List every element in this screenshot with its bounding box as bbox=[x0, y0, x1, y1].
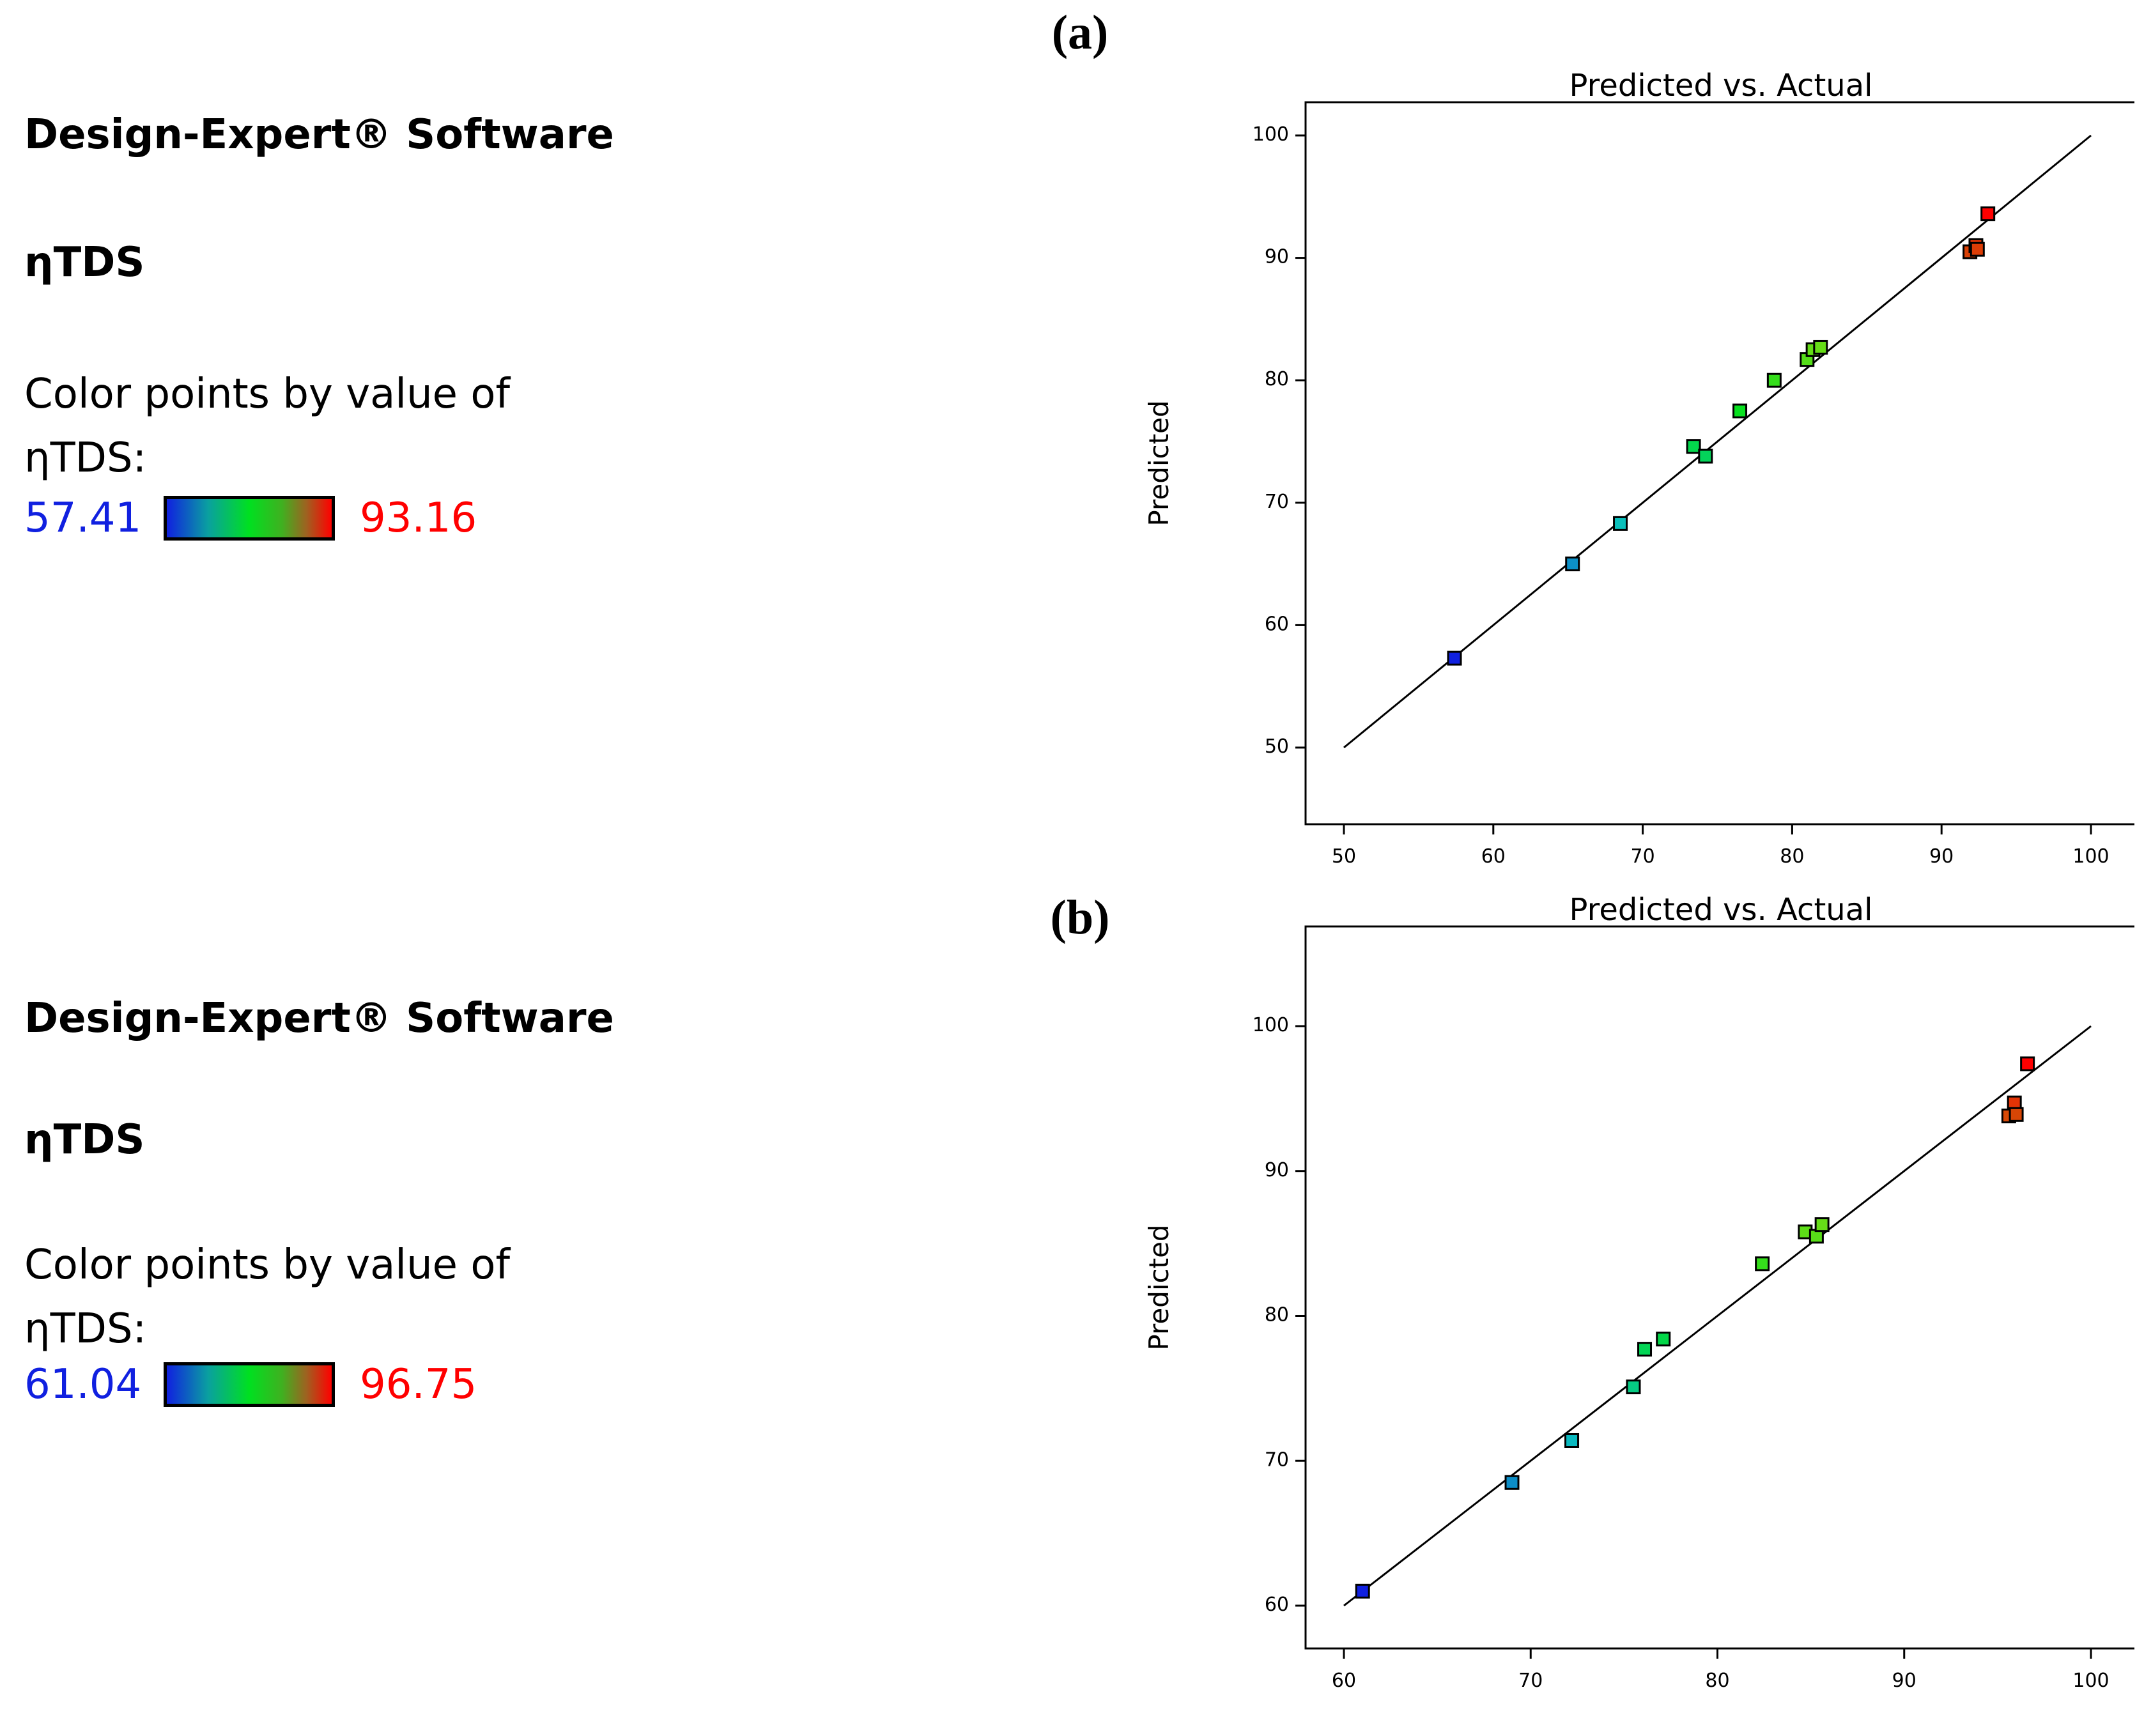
x-tick-label: 90 bbox=[1892, 1670, 1916, 1692]
data-point bbox=[1732, 403, 1748, 419]
data-point bbox=[1626, 1379, 1641, 1395]
x-tick-label: 100 bbox=[2072, 1670, 2109, 1692]
x-axis-label: Actual bbox=[1679, 1729, 1763, 1730]
data-point bbox=[1766, 373, 1782, 388]
x-tick-label: 80 bbox=[1780, 845, 1804, 868]
y-tick-label: 60 bbox=[1265, 613, 1289, 635]
reference-line bbox=[1343, 134, 2092, 749]
y-axis-label: Predicted bbox=[1143, 1224, 1175, 1350]
chart-a: Predicted vs. Actual 50 60 70 80 90 100 50 60 70 8… bbox=[1143, 68, 2134, 907]
response-name: ηTDS bbox=[24, 1116, 145, 1164]
data-point bbox=[1698, 449, 1713, 464]
data-point bbox=[1686, 439, 1701, 454]
color-by-label: Color points by value of bbox=[24, 371, 511, 418]
x-axis-label: Actual bbox=[1679, 905, 1763, 907]
data-point bbox=[1447, 650, 1462, 666]
x-tick-label: 90 bbox=[1929, 845, 1954, 868]
x-tick-label: 70 bbox=[1518, 1670, 1543, 1692]
data-point bbox=[1814, 1217, 1830, 1233]
range-min-value: 57.41 bbox=[24, 495, 142, 542]
data-point bbox=[1813, 339, 1828, 355]
y-tick-label: 100 bbox=[1253, 1014, 1289, 1036]
color-by-response: ηTDS: bbox=[24, 434, 147, 482]
response-name: ηTDS bbox=[24, 239, 145, 286]
range-min-value: 61.04 bbox=[24, 1361, 142, 1408]
color-range-row: 57.41 93.16 bbox=[24, 495, 536, 546]
y-tick-label: 90 bbox=[1265, 246, 1289, 268]
data-point bbox=[2020, 1056, 2035, 1072]
panel-label-a: (a) bbox=[1051, 6, 1109, 59]
x-tick-label: 70 bbox=[1631, 845, 1655, 868]
x-tick-label: 100 bbox=[2072, 845, 2109, 868]
color-gradient-bar bbox=[164, 496, 335, 541]
y-tick-label: 70 bbox=[1265, 1448, 1289, 1471]
data-point bbox=[1970, 242, 1985, 257]
x-tick-label: 60 bbox=[1332, 1670, 1356, 1692]
panel-label-b: (b) bbox=[1050, 891, 1110, 944]
y-tick-label: 50 bbox=[1265, 735, 1289, 758]
y-tick-label: 60 bbox=[1265, 1594, 1289, 1616]
range-max-value: 96.75 bbox=[360, 1361, 477, 1408]
plot-frame bbox=[1304, 101, 2134, 826]
software-title: Design-Expert® Software bbox=[24, 111, 614, 158]
x-tick-label: 50 bbox=[1332, 845, 1356, 868]
data-point bbox=[1504, 1475, 1520, 1490]
software-title: Design-Expert® Software bbox=[24, 995, 614, 1042]
color-by-label: Color points by value of bbox=[24, 1241, 511, 1289]
data-point bbox=[1980, 206, 1996, 222]
data-point bbox=[1565, 557, 1580, 572]
color-by-response: ηTDS: bbox=[24, 1305, 147, 1353]
y-tick-label: 80 bbox=[1265, 368, 1289, 390]
range-max-value: 93.16 bbox=[360, 495, 477, 542]
y-tick-label: 100 bbox=[1253, 123, 1289, 146]
y-tick-label: 80 bbox=[1265, 1304, 1289, 1326]
data-point bbox=[1637, 1342, 1653, 1357]
reference-line bbox=[1343, 1025, 2092, 1607]
y-axis-label: Predicted bbox=[1143, 400, 1175, 526]
x-tick-label: 80 bbox=[1705, 1670, 1729, 1692]
data-point bbox=[1755, 1256, 1770, 1271]
color-gradient-bar bbox=[164, 1362, 335, 1407]
data-point bbox=[1613, 516, 1628, 531]
color-range-row: 61.04 96.75 bbox=[24, 1361, 536, 1412]
chart-b: Predicted vs. Actual 60 70 80 90 100 60 70 80 90 1… bbox=[1143, 892, 2134, 1730]
x-tick-label: 60 bbox=[1481, 845, 1506, 868]
chart-title: Predicted vs. Actual bbox=[1569, 68, 1873, 104]
data-point bbox=[2009, 1107, 2024, 1122]
y-tick-label: 90 bbox=[1265, 1159, 1289, 1181]
data-point bbox=[1564, 1433, 1580, 1448]
data-point bbox=[1656, 1332, 1671, 1347]
data-point bbox=[1355, 1583, 1370, 1599]
y-tick-label: 70 bbox=[1265, 491, 1289, 513]
chart-title: Predicted vs. Actual bbox=[1569, 892, 1873, 928]
plot-frame bbox=[1304, 925, 2134, 1650]
